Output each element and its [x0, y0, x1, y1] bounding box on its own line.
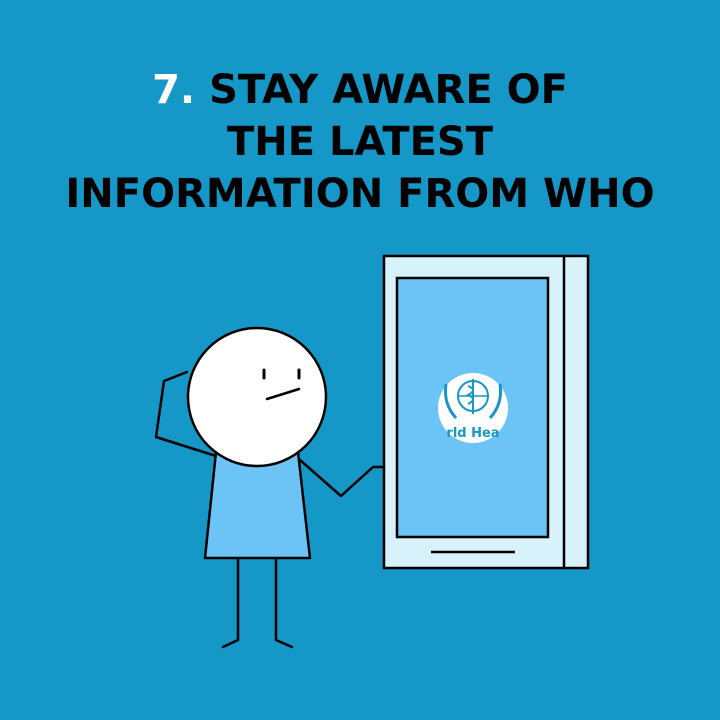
logo-text: rld Hea [446, 426, 499, 441]
headline-line-2: THE LATEST [226, 119, 494, 165]
headline-line-3: INFORMATION FROM WHO [65, 171, 655, 217]
headline-number: 7. [152, 67, 196, 113]
headline-line-1: 7. STAY AWARE OF [0, 64, 720, 116]
shirt [203, 450, 312, 560]
left-arm [154, 370, 218, 458]
person [154, 326, 386, 649]
right-leg [274, 556, 294, 649]
headline-text-1: STAY AWARE OF [209, 67, 568, 113]
phone: rld Hea [382, 254, 590, 570]
logo-laurel-left [444, 383, 458, 420]
logo-laurel-right [488, 383, 502, 420]
logo-staff [465, 379, 474, 414]
headline: 7. STAY AWARE OF THE LATEST INFORMATION … [0, 64, 720, 220]
mouth [265, 387, 301, 401]
right-arm [298, 458, 386, 498]
who-emblem-icon: rld Hea [438, 373, 508, 443]
left-leg [221, 556, 240, 649]
head [186, 326, 328, 468]
